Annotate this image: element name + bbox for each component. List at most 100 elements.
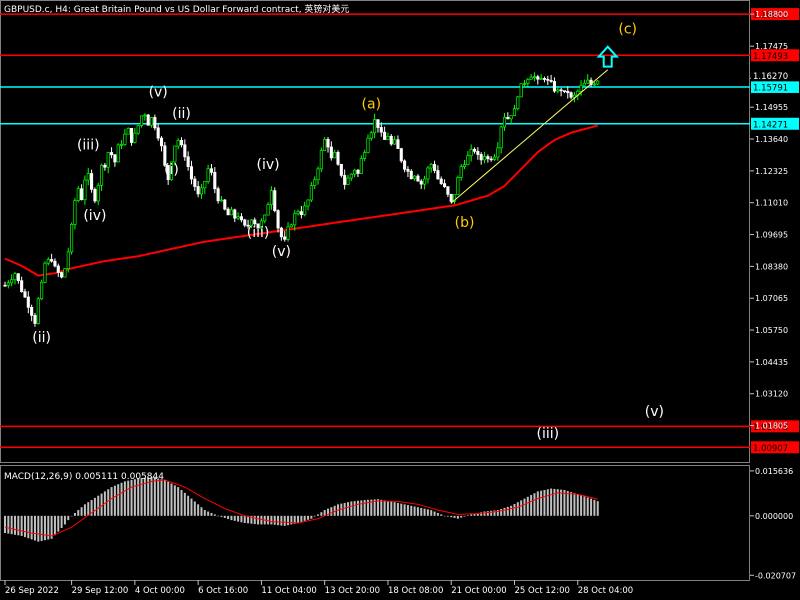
macd-bar: [473, 513, 476, 516]
candle-body: [233, 209, 237, 219]
candle-body: [23, 291, 27, 298]
macd-bar: [440, 514, 443, 516]
macd-bar: [370, 499, 373, 516]
candle-body: [203, 181, 207, 189]
macd-bar: [113, 485, 116, 516]
level-label-box: [751, 8, 799, 21]
macd-bar: [383, 500, 386, 516]
wave-label: (iv): [83, 208, 106, 224]
macd-bar: [4, 515, 6, 534]
macd-bar: [63, 515, 66, 525]
macd-bar: [546, 489, 549, 516]
macd-bar: [330, 507, 333, 516]
macd-bar: [147, 477, 150, 516]
candle-body: [479, 154, 483, 161]
macd-bar: [536, 491, 539, 516]
macd-bar: [260, 515, 263, 525]
macd-bar: [127, 480, 130, 516]
candle-body: [329, 146, 333, 159]
price-tick-label: 1.17475: [755, 42, 788, 51]
candle-body: [126, 127, 130, 135]
candle-body: [532, 76, 537, 79]
candle-body: [353, 169, 357, 175]
trendline: [450, 69, 609, 204]
macd-bar: [307, 515, 310, 520]
candle-body: [103, 164, 107, 168]
candle-body: [26, 296, 30, 308]
macd-bar: [83, 504, 86, 516]
macd-bar: [480, 512, 483, 516]
macd-bar: [270, 515, 273, 525]
macd-bar: [267, 515, 270, 525]
candle-body: [529, 76, 533, 80]
candle-body: [319, 150, 323, 170]
candles-layer: [3, 72, 600, 327]
macd-bar: [150, 477, 153, 516]
macd-bar: [416, 507, 419, 516]
candle-body: [133, 132, 137, 143]
wave-label: (v): [149, 84, 168, 100]
macd-bar: [160, 479, 163, 516]
macd-bar: [586, 497, 589, 516]
macd-tick-label: -0.020707: [755, 571, 796, 580]
candle-body: [386, 135, 390, 140]
candle-body: [296, 211, 300, 215]
macd-bar: [366, 499, 369, 516]
candle-body: [189, 166, 194, 180]
macd-bar: [516, 502, 519, 516]
macd-layer: [4, 477, 599, 542]
macd-bar: [590, 498, 593, 516]
candle-body: [123, 133, 127, 145]
candle-body: [239, 216, 243, 221]
candle-body: [229, 209, 233, 216]
macd-bar: [360, 500, 363, 516]
candle-body: [113, 154, 117, 163]
candle-body: [579, 84, 583, 92]
macd-bar: [433, 511, 436, 516]
macd-bar: [250, 515, 253, 524]
macd-bar: [333, 505, 336, 516]
macd-bar: [350, 501, 353, 516]
macd-bar: [390, 501, 393, 516]
candle-body: [53, 260, 57, 267]
macd-bar: [490, 510, 493, 516]
macd-bar: [373, 499, 376, 516]
candle-body: [136, 125, 140, 134]
macd-bar: [30, 515, 33, 540]
candle-body: [506, 117, 510, 120]
candle-body: [273, 190, 277, 211]
macd-bar: [17, 515, 20, 536]
level-label: 1.01773: [753, 423, 788, 433]
candle-body: [343, 175, 347, 185]
price-tick-label: 1.12325: [755, 167, 788, 176]
candle-body: [582, 82, 586, 86]
level-label-box: [751, 49, 799, 62]
candle-body: [323, 138, 327, 151]
candle-body: [66, 251, 70, 269]
time-tick-label: 26 Sep 2022: [5, 586, 59, 596]
candle-body: [60, 272, 64, 278]
macd-bar: [506, 506, 509, 516]
macd-bar: [183, 492, 186, 516]
level-label-box: [751, 420, 799, 433]
candle-body: [556, 89, 560, 92]
candle-body: [303, 205, 307, 216]
price-tick-label: 1.04435: [755, 358, 788, 367]
macd-bar: [97, 495, 100, 516]
wave-label: (iii): [77, 138, 100, 154]
price-tick-label: 1.14955: [755, 103, 788, 112]
macd-bar: [353, 501, 356, 516]
price-tick-label: 1.01805: [755, 422, 788, 431]
price-tick-label: 1.03120: [755, 390, 788, 399]
level-label-box: [751, 80, 799, 93]
candle-body: [336, 151, 340, 165]
candle-body: [383, 131, 387, 140]
level-label-box: [751, 441, 799, 454]
macd-bar: [223, 515, 226, 518]
candle-body: [549, 79, 553, 82]
macd-bar: [550, 488, 553, 516]
candle-body: [116, 144, 120, 163]
macd-bar: [470, 514, 473, 516]
candle-body: [223, 199, 227, 210]
candle-body: [183, 144, 187, 158]
